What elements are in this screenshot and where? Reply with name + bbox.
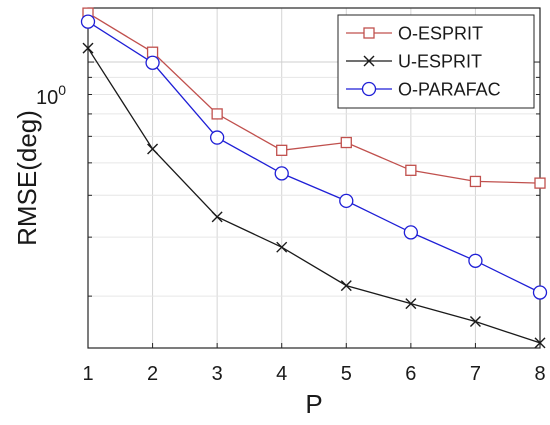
x-tick-label: 3 (212, 363, 223, 385)
legend: O-ESPRIT U-ESPRIT O-PARAFAC (337, 14, 535, 109)
series-u-esprit (82, 42, 546, 349)
data-point-o-parafac (80, 14, 96, 29)
legend-marker-u-esprit (363, 55, 375, 67)
data-point-o-parafac (532, 285, 548, 300)
data-point-u-esprit (147, 143, 159, 155)
legend-items: O-ESPRIT U-ESPRIT O-PARAFAC (346, 24, 501, 100)
x-marker-stroke (363, 55, 375, 67)
data-point-o-esprit (211, 108, 223, 120)
y-tick-base: 10 (36, 87, 58, 109)
data-point-o-esprit (405, 164, 417, 176)
series-o-parafac (80, 14, 548, 300)
legend-label-o-parafac: O-PARAFAC (398, 80, 501, 100)
legend-label-o-esprit: O-ESPRIT (398, 24, 483, 44)
data-point-o-esprit (276, 144, 288, 156)
legend-marker-o-esprit (363, 27, 375, 39)
data-point-o-parafac (145, 55, 160, 70)
x-tick-label: 6 (405, 363, 416, 385)
data-point-o-parafac (468, 253, 483, 268)
data-point-u-esprit (82, 42, 94, 54)
x-axis-title: P (305, 389, 322, 419)
x-tick-label: 8 (534, 363, 545, 385)
data-point-u-esprit (211, 211, 223, 223)
y-tick-label-10e0: 100 (36, 82, 66, 109)
x-marker-stroke (534, 337, 546, 349)
legend-marker-o-parafac (361, 81, 377, 97)
data-point-u-esprit (340, 280, 352, 292)
x-tick-label: 7 (470, 363, 481, 385)
series-line-u-esprit (87, 47, 541, 344)
x-marker-stroke (147, 143, 159, 155)
data-point-o-esprit (340, 136, 352, 149)
x-marker-stroke (405, 298, 417, 310)
x-marker-stroke (469, 315, 481, 327)
series-layer (80, 7, 548, 349)
x-marker-stroke (82, 42, 94, 54)
series-line-o-esprit (87, 12, 541, 184)
data-point-u-esprit (469, 315, 481, 327)
data-point-o-parafac (339, 193, 354, 209)
axis-ticks: 1 2 3 4 5 6 7 8 (82, 61, 546, 385)
data-point-o-esprit (469, 175, 482, 188)
x-marker-stroke (276, 241, 288, 253)
legend-label-u-esprit: U-ESPRIT (398, 52, 482, 72)
x-marker-stroke (340, 280, 352, 292)
x-tick-label: 5 (341, 363, 352, 385)
data-point-o-esprit (534, 177, 546, 189)
data-point-o-parafac (403, 225, 419, 240)
x-tick-label: 4 (276, 363, 287, 385)
x-tick-label: 1 (82, 363, 93, 385)
y-tick-exponent: 0 (58, 82, 66, 98)
data-point-u-esprit (276, 241, 288, 253)
data-point-o-parafac (274, 166, 289, 181)
data-point-u-esprit (534, 337, 546, 349)
data-point-o-parafac (209, 130, 225, 145)
series-line-o-parafac (87, 21, 541, 294)
data-point-u-esprit (405, 298, 417, 310)
y-axis-title: RMSE(deg) (12, 110, 42, 246)
x-marker-stroke (211, 211, 223, 223)
x-tick-label: 2 (147, 363, 158, 385)
